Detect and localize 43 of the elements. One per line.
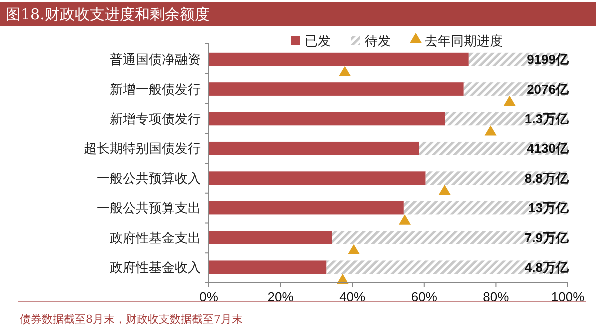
bar <box>209 201 404 215</box>
bar <box>209 172 426 186</box>
x-tick-label: 60% <box>411 290 438 305</box>
x-tick-label: 20% <box>268 290 294 305</box>
y-tick-label: 一般公共预算收入 <box>97 172 201 187</box>
y-tick-label: 普通国债净融资 <box>110 52 201 68</box>
y-tick-label: 政府性基金收入 <box>110 260 201 276</box>
x-tick-label: 100% <box>551 290 586 305</box>
y-tick-label: 超长期特别国债发行 <box>84 142 201 158</box>
x-tick-label: 40% <box>340 290 366 305</box>
point <box>339 66 352 76</box>
legend-label: 待发 <box>365 34 391 50</box>
annotation: 4130亿 <box>527 141 570 156</box>
y-tick-label: 新增一般债发行 <box>110 82 201 98</box>
chart-title: 图18.财政收支进度和剩余额度 <box>6 5 210 24</box>
annotation: 1.3万亿 <box>524 112 570 127</box>
bar <box>209 142 420 156</box>
point <box>484 126 497 136</box>
bar <box>209 112 446 126</box>
point <box>504 96 516 106</box>
annotation: 8.8万亿 <box>524 170 570 186</box>
annotation: 9199亿 <box>527 52 570 68</box>
x-tick-label: 0% <box>200 290 219 305</box>
bar <box>209 82 464 96</box>
point <box>399 214 412 225</box>
annotation: 7.9万亿 <box>524 230 570 246</box>
bar <box>326 260 568 274</box>
y-tick-label: 政府性基金支出 <box>110 230 201 246</box>
point <box>438 184 451 196</box>
legend-label: 已发 <box>305 34 331 50</box>
annotation: 2076亿 <box>527 82 570 97</box>
bar <box>332 231 568 244</box>
y-tick-label: 新增专项债发行 <box>110 112 201 128</box>
annotation: 4.8万亿 <box>524 260 570 275</box>
annotation: 13万亿 <box>528 200 570 216</box>
x-tick-label: 80% <box>483 290 510 305</box>
bar <box>209 231 332 244</box>
point <box>348 244 360 255</box>
bar <box>209 260 327 274</box>
text: 债券数据截至8月末，财政收支数据截至7月末 <box>20 312 243 326</box>
y-tick-label: 一般公共预算支出 <box>97 202 201 217</box>
bar <box>209 52 469 66</box>
legend-label: 去年同期进度 <box>425 34 503 50</box>
